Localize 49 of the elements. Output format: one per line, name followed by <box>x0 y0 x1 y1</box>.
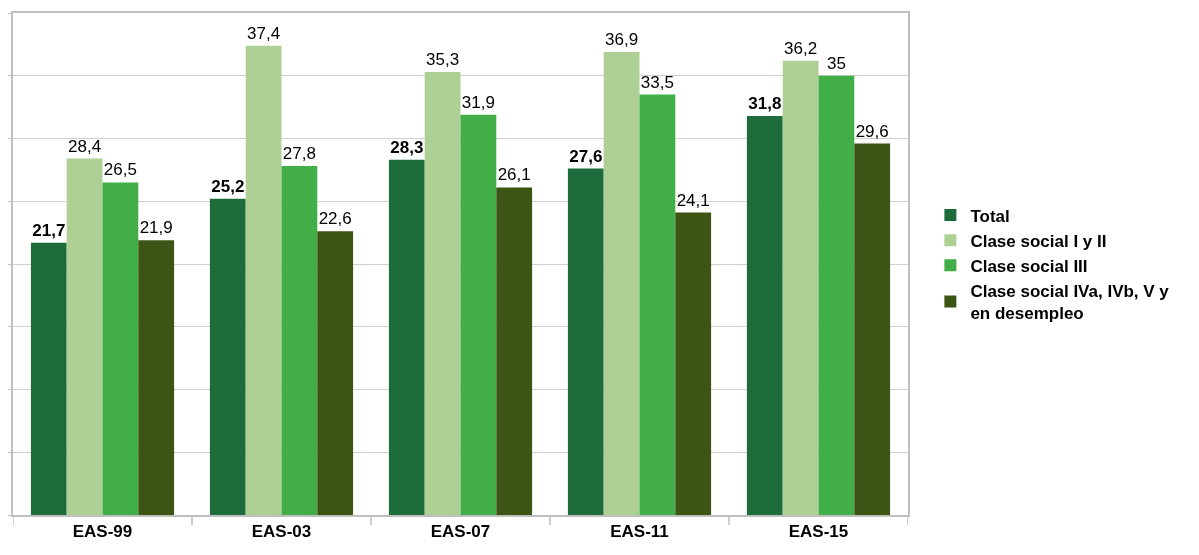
bar <box>639 94 676 515</box>
bar <box>317 231 354 515</box>
bar <box>854 143 891 515</box>
bar <box>138 240 175 515</box>
bar <box>746 115 783 515</box>
data-label: 36,2 <box>784 38 818 58</box>
x-tick-label: EAS-03 <box>251 522 312 542</box>
x-tick-label: EAS-15 <box>788 522 849 542</box>
bar <box>496 187 533 515</box>
bar <box>102 182 139 515</box>
bar <box>424 71 461 515</box>
legend-label: Total <box>970 206 1010 226</box>
data-label: 26,1 <box>497 165 531 185</box>
data-label: 21,9 <box>139 218 173 238</box>
bar <box>460 114 497 515</box>
bar <box>675 212 712 515</box>
legend-label: Clase social IVa, IVb, V y en desempleo <box>970 281 1170 324</box>
bar <box>209 198 246 515</box>
bar <box>782 60 819 515</box>
x-tick-label: EAS-11 <box>610 522 669 542</box>
bar <box>603 51 640 515</box>
bar <box>567 168 604 515</box>
legend-label: Clase social I y II <box>970 231 1107 251</box>
data-label: 24,1 <box>676 190 710 210</box>
data-label: 26,5 <box>103 160 137 180</box>
x-tick-label: EAS-07 <box>430 522 491 542</box>
data-label: 37,4 <box>247 23 281 43</box>
data-label: 27,8 <box>282 144 316 164</box>
x-tick-label: EAS-99 <box>72 522 133 542</box>
data-label: 28,4 <box>68 136 102 156</box>
bar <box>281 166 318 515</box>
bar <box>66 158 103 515</box>
data-label: 36,9 <box>605 29 639 49</box>
bar <box>388 159 425 515</box>
data-label: 31,9 <box>461 92 495 112</box>
data-label: 33,5 <box>640 72 674 92</box>
data-label: 22,6 <box>318 209 352 229</box>
bar <box>30 242 67 515</box>
data-label: 21,7 <box>32 220 66 240</box>
bar <box>245 45 282 515</box>
data-label: 35,3 <box>426 49 460 69</box>
data-label: 27,6 <box>569 146 603 166</box>
data-label: 29,6 <box>855 121 889 141</box>
legend-label: Clase social III <box>970 256 1088 276</box>
data-label: 28,3 <box>390 137 424 157</box>
data-label: 35 <box>826 53 846 73</box>
data-label: 25,2 <box>211 176 245 196</box>
data-label: 31,8 <box>748 93 782 113</box>
bar <box>818 75 855 515</box>
